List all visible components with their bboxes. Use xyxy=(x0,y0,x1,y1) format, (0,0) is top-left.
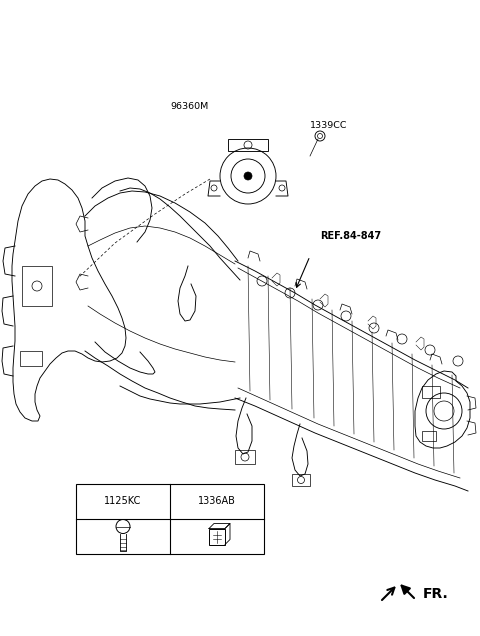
Bar xyxy=(209,529,225,544)
Bar xyxy=(20,351,42,366)
Bar xyxy=(292,474,310,486)
Bar xyxy=(422,431,436,441)
Bar xyxy=(76,484,264,554)
Text: 1336AB: 1336AB xyxy=(198,497,236,506)
Circle shape xyxy=(244,172,252,180)
Text: 1339CC: 1339CC xyxy=(310,121,348,130)
Text: FR.: FR. xyxy=(423,587,449,601)
Text: REF.84-847: REF.84-847 xyxy=(320,231,381,241)
Text: 96360M: 96360M xyxy=(170,102,208,111)
Bar xyxy=(228,139,268,151)
Bar xyxy=(422,386,440,398)
Bar xyxy=(235,450,255,464)
Bar xyxy=(22,266,52,306)
Text: 1125KC: 1125KC xyxy=(104,497,142,506)
